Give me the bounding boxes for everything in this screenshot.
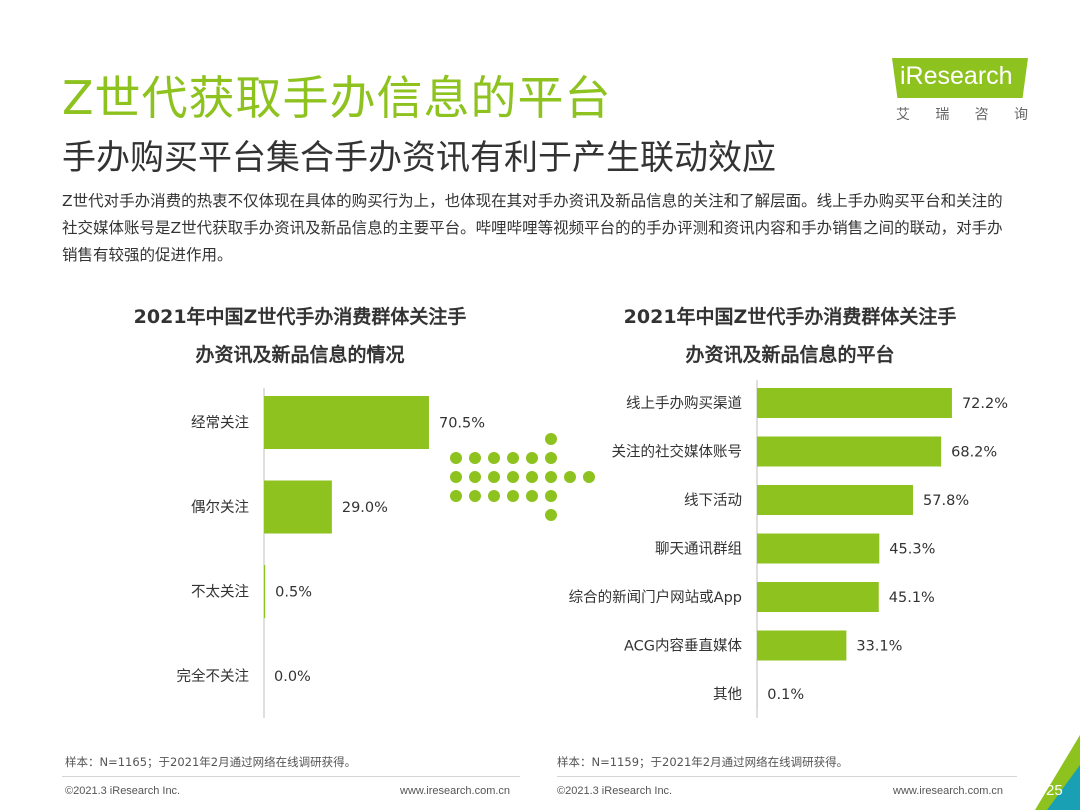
right-bar — [757, 388, 952, 418]
footer-divider — [557, 776, 1017, 777]
arrow-dot — [583, 471, 595, 483]
left-chart-title: 2021年中国Z世代手办消费群体关注手 办资讯及新品信息的情况 — [105, 298, 495, 374]
arrow-dot — [564, 471, 576, 483]
right-value-label: 33.1% — [856, 639, 902, 655]
arrow-dot — [545, 509, 557, 521]
right-value-label: 57.8% — [923, 493, 969, 509]
left-category-label: 完全不关注 — [177, 667, 250, 685]
arrow-dots-icon — [450, 433, 595, 533]
right-category-label: 线上手办购买渠道 — [626, 395, 742, 412]
left-value-label: 70.5% — [439, 416, 485, 432]
page-number: 25 — [1046, 782, 1063, 799]
arrow-dot — [488, 471, 500, 483]
arrow-dot — [469, 452, 481, 464]
arrow-dot — [488, 452, 500, 464]
logo-text: iResearch — [900, 62, 1013, 90]
logo-char: 艾 — [896, 107, 910, 123]
footer-divider — [62, 776, 520, 777]
left-value-label: 0.5% — [275, 585, 312, 601]
footer-url: www.iresearch.com.cn — [893, 785, 1004, 797]
arrow-dot — [469, 490, 481, 502]
right-category-label: 线下活动 — [684, 492, 742, 509]
right-bar — [757, 485, 914, 515]
left-sample-note: 样本：N=1165；于2021年2月通过网络在线调研获得。 — [65, 755, 357, 769]
corner-decoration — [1035, 735, 1080, 810]
right-category-label: 其他 — [713, 686, 742, 703]
right-bar — [757, 582, 879, 612]
right-chart-title: 2021年中国Z世代手办消费群体关注手 办资讯及新品信息的平台 — [595, 298, 985, 374]
right-value-label: 45.3% — [889, 542, 935, 558]
arrow-dot — [526, 490, 538, 502]
right-chart-title-line: 办资讯及新品信息的平台 — [685, 344, 895, 366]
left-category-label: 不太关注 — [191, 584, 249, 601]
arrow-dot — [526, 471, 538, 483]
arrow-dot — [507, 471, 519, 483]
arrow-dot — [545, 471, 557, 483]
logo-badge — [892, 58, 1028, 98]
right-bar — [757, 436, 942, 467]
arrow-dot — [507, 490, 519, 502]
arrow-dot — [545, 452, 557, 464]
page-title: Z世代获取手办信息的平台 — [62, 71, 612, 125]
intro-paragraph: Z世代对手办消费的热衷不仅体现在具体的购买行为上，也体现在其对手办资讯及新品信息… — [62, 192, 1003, 264]
right-category-label: 关注的社交媒体账号 — [612, 443, 743, 461]
right-sample-note: 样本：N=1159；于2021年2月通过网络在线调研获得。 — [557, 755, 849, 769]
corner-teal — [1047, 765, 1080, 810]
right-bar — [757, 630, 847, 661]
arrow-dot — [450, 471, 462, 483]
left-chart-title-line: 2021年中国Z世代手办消费群体关注手 — [133, 306, 467, 328]
left-bar — [264, 480, 332, 534]
right-value-label: 0.1% — [767, 687, 804, 703]
arrow-dot — [545, 490, 557, 502]
right-chart-title-line: 2021年中国Z世代手办消费群体关注手 — [623, 306, 957, 328]
left-value-label: 0.0% — [274, 669, 311, 685]
right-category-label: 聊天通讯群组 — [655, 541, 742, 558]
logo-char: 询 — [1013, 107, 1028, 123]
arrow-dot — [507, 452, 519, 464]
right-category-label: ACG内容垂直媒体 — [624, 638, 743, 655]
page-subtitle: 手办购买平台集合手办资讯有利于产生联动效应 — [62, 138, 776, 178]
footer-copyright: ©2021.3 iResearch Inc. — [557, 785, 673, 797]
logo-char: 咨 — [974, 107, 989, 123]
logo-chinese: 艾 瑞 咨 询 — [896, 104, 1028, 124]
left-chart-title-line: 办资讯及新品信息的情况 — [195, 344, 405, 366]
footer-url: www.iresearch.com.cn — [400, 785, 511, 797]
logo-char: 瑞 — [935, 107, 950, 123]
iresearch-logo: iResearch 艾 瑞 咨 询 — [892, 54, 1032, 124]
right-value-label: 72.2% — [962, 396, 1008, 412]
arrow-dot — [545, 433, 557, 445]
right-bar — [757, 533, 880, 564]
arrow-dot — [450, 490, 462, 502]
right-category-label: 综合的新闻门户网站或App — [569, 589, 742, 606]
left-bar — [264, 396, 429, 449]
arrow-dot — [469, 471, 481, 483]
arrow-dot — [450, 452, 462, 464]
left-category-label: 偶尔关注 — [191, 499, 249, 516]
left-category-label: 经常关注 — [191, 415, 249, 432]
right-value-label: 68.2% — [951, 445, 997, 461]
left-bar — [264, 565, 266, 618]
arrow-dot — [488, 490, 500, 502]
left-value-label: 29.0% — [342, 500, 388, 516]
footer-copyright: ©2021.3 iResearch Inc. — [65, 785, 181, 797]
right-value-label: 45.1% — [889, 590, 935, 606]
arrow-dot — [526, 452, 538, 464]
